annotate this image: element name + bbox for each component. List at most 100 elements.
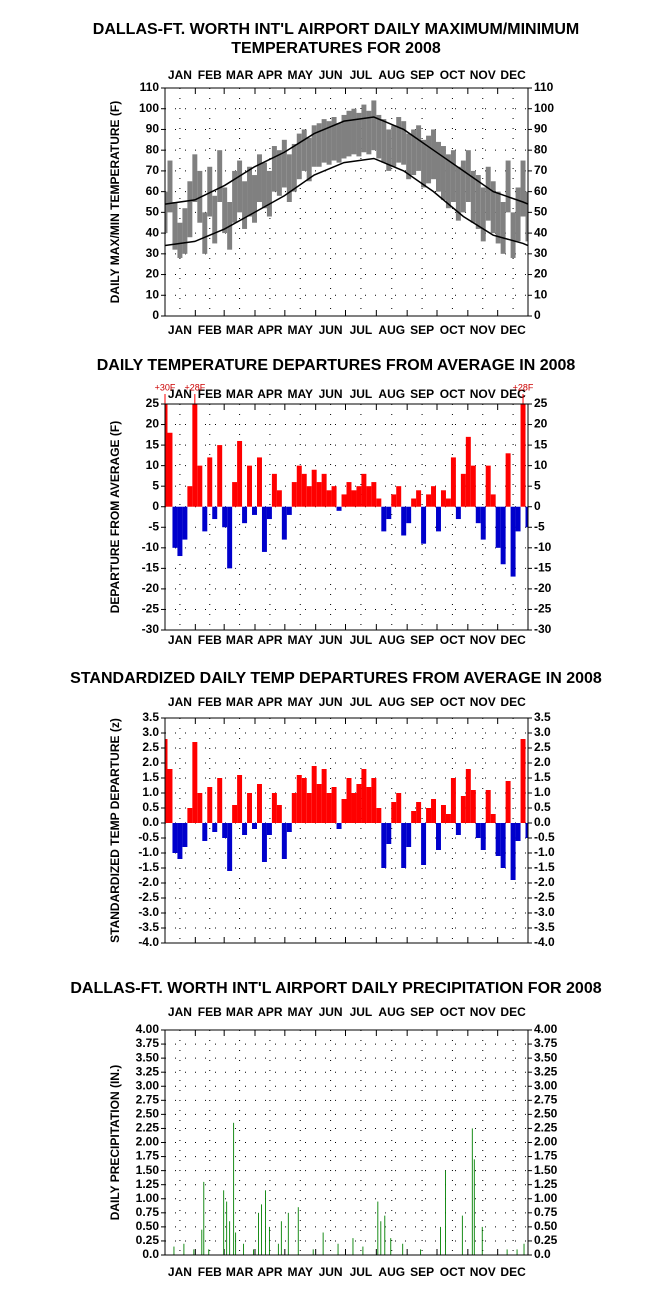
month-label: JUL xyxy=(350,68,373,82)
bar xyxy=(336,823,342,829)
value-label: +30F xyxy=(155,382,176,392)
bar xyxy=(411,811,417,823)
bar xyxy=(297,1207,299,1255)
y-tick-label: 100 xyxy=(139,101,159,115)
y-tick-label: 3.75 xyxy=(136,1036,160,1050)
y-tick-label-right: -2.5 xyxy=(534,890,555,904)
y-tick-label: 2.50 xyxy=(136,1107,160,1121)
plot-frame xyxy=(164,717,529,944)
bar xyxy=(426,808,432,823)
bar xyxy=(242,506,248,524)
bar xyxy=(165,739,168,823)
y-axis-label: DAILY PRECIPITATION (IN.) xyxy=(108,1065,122,1221)
month-label: JAN xyxy=(168,387,192,401)
bar xyxy=(266,823,272,835)
bar xyxy=(505,453,511,507)
y-tick-label: -2.5 xyxy=(138,890,159,904)
bar xyxy=(192,404,198,507)
bar xyxy=(326,490,332,507)
month-label: JAN xyxy=(168,695,192,709)
month-label: FEB xyxy=(198,633,222,647)
bar xyxy=(201,1229,203,1255)
bar xyxy=(286,823,292,832)
y-tick-label: 90 xyxy=(146,122,160,136)
y-tick-label-right: 0.50 xyxy=(534,1219,558,1233)
bar xyxy=(366,787,372,823)
bar xyxy=(506,1249,508,1255)
bar xyxy=(217,778,223,823)
month-label: MAR xyxy=(226,387,254,401)
y-tick-label: 4.00 xyxy=(136,1022,160,1036)
month-label: DEC xyxy=(500,633,526,647)
bar xyxy=(500,506,506,565)
month-label: MAR xyxy=(226,633,254,647)
bar xyxy=(207,787,213,823)
bar xyxy=(311,469,317,507)
bar xyxy=(173,1246,175,1255)
month-label: FEB xyxy=(198,387,222,401)
y-tick-label: -30 xyxy=(142,622,160,636)
bar xyxy=(516,1249,518,1255)
month-label: JUL xyxy=(350,695,373,709)
bar xyxy=(223,1190,225,1255)
temp-range xyxy=(406,133,412,180)
bar xyxy=(222,823,228,838)
y-tick-label-right: 0.5 xyxy=(534,800,551,814)
month-label: FEB xyxy=(198,1265,222,1279)
y-tick-label-right: -15 xyxy=(534,561,552,575)
bar xyxy=(252,823,257,829)
month-label: JAN xyxy=(168,323,192,337)
month-label: MAR xyxy=(226,323,254,337)
month-label: FEB xyxy=(198,1005,222,1019)
bar xyxy=(276,805,282,823)
bar xyxy=(202,506,208,532)
y-tick-label-right: 15 xyxy=(534,437,548,451)
y-tick-label: 80 xyxy=(146,142,160,156)
month-label: DEC xyxy=(500,1005,526,1019)
bar xyxy=(296,465,302,507)
bar xyxy=(268,1226,270,1255)
y-tick-label-right: 90 xyxy=(534,122,548,136)
bar xyxy=(520,404,526,507)
temp-range xyxy=(376,114,382,159)
y-tick-label-right: 2.0 xyxy=(534,755,551,769)
month-label: MAR xyxy=(226,695,254,709)
month-label: SEP xyxy=(410,1005,434,1019)
temp-range xyxy=(431,129,437,180)
month-label: SEP xyxy=(410,323,434,337)
y-tick-label-right: 0 xyxy=(534,308,541,322)
bar xyxy=(377,1201,379,1255)
y-tick-label-right: 3.25 xyxy=(534,1064,558,1078)
temp-range xyxy=(416,125,422,171)
bar xyxy=(361,473,367,507)
y-tick-label: 2.75 xyxy=(136,1092,160,1106)
temp-range xyxy=(346,110,352,157)
y-tick-label-right: 3.5 xyxy=(534,710,551,724)
bar xyxy=(207,457,213,507)
temp-range xyxy=(212,195,218,244)
bar xyxy=(237,775,243,823)
month-label: OCT xyxy=(440,1005,466,1019)
month-label: JUN xyxy=(319,633,343,647)
y-tick-label: -4.0 xyxy=(138,935,159,949)
month-label: AUG xyxy=(378,633,405,647)
month-label: DEC xyxy=(500,387,526,401)
temp-range xyxy=(271,146,277,192)
temp-range xyxy=(306,137,312,182)
y-tick-label: 1.00 xyxy=(136,1191,160,1205)
y-tick-label-right: 30 xyxy=(534,246,548,260)
temp-range xyxy=(202,212,208,254)
plot-frame xyxy=(164,87,529,317)
bar xyxy=(252,506,257,515)
y-tick-label-right: -20 xyxy=(534,581,552,595)
y-tick-label-right: 2.50 xyxy=(534,1107,558,1121)
temp-range xyxy=(460,160,466,213)
temp-range xyxy=(281,139,287,188)
y-tick-label: 0.75 xyxy=(136,1205,160,1219)
bar xyxy=(406,506,412,524)
bar xyxy=(455,823,461,835)
bar xyxy=(485,465,491,507)
y-tick-label: 3.50 xyxy=(136,1050,160,1064)
bar xyxy=(450,778,456,823)
month-label: FEB xyxy=(198,68,222,82)
